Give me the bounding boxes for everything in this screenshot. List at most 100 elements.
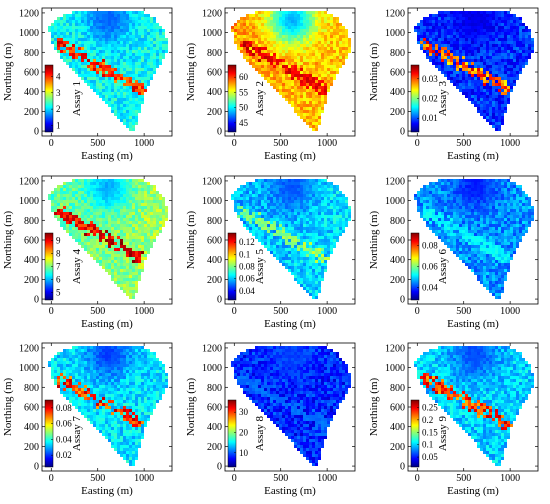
colorbar-tick-label: 0.02 <box>422 94 438 104</box>
y-tick-label: 400 <box>24 87 39 98</box>
x-tick-label: 500 <box>90 138 105 149</box>
x-tick-label: 500 <box>90 306 105 317</box>
y-tick-label: 1200 <box>19 176 39 187</box>
y-tick-label: 800 <box>390 216 405 227</box>
y-axis-label: Northing (m) <box>185 42 197 101</box>
x-axis-label: Easting (m) <box>447 318 499 330</box>
y-tick-label: 1200 <box>19 8 39 19</box>
y-tick-label: 0 <box>217 462 222 473</box>
colorbar-tick-label: 5 <box>56 287 61 297</box>
y-tick-label: 400 <box>390 87 405 98</box>
heatmap-field <box>48 179 168 299</box>
y-tick-label: 800 <box>390 48 405 59</box>
y-tick-label: 800 <box>24 216 39 227</box>
y-tick-label: 0 <box>34 127 39 138</box>
y-tick-label: 0 <box>34 462 39 473</box>
colorbar-tick-label: 0.08 <box>56 403 72 413</box>
heatmap-field <box>414 346 534 466</box>
y-tick-label: 1000 <box>385 363 405 374</box>
colorbar-tick-label: 0.04 <box>239 286 255 296</box>
x-axis-label: Easting (m) <box>81 485 133 497</box>
colorbar-tick-label: 0.02 <box>56 450 72 460</box>
colorbar-tick-label: 0.06 <box>422 262 438 272</box>
x-tick-label: 1000 <box>500 138 520 149</box>
x-tick-label: 500 <box>456 306 471 317</box>
x-tick-label: 0 <box>415 473 420 484</box>
colorbar-tick-label: 60 <box>239 72 249 82</box>
x-tick-label: 0 <box>415 138 420 149</box>
y-tick-label: 200 <box>24 107 39 118</box>
y-axis-label: Northing (m) <box>185 377 197 436</box>
x-tick-label: 500 <box>90 473 105 484</box>
assay-panel-3: 0 500 1000 0 200 400 600 800 1000 1200 Easting (m)… <box>368 7 539 162</box>
y-tick-label: 400 <box>207 87 222 98</box>
assay-panel-5: 0 500 1000 0 200 400 600 800 1000 1200 Easting (m)… <box>185 175 356 330</box>
y-tick-label: 0 <box>400 127 405 138</box>
x-tick-label: 0 <box>415 306 420 317</box>
heatmap-field <box>231 179 351 299</box>
x-tick-label: 500 <box>456 138 471 149</box>
y-tick-label: 400 <box>207 255 222 266</box>
y-tick-label: 600 <box>390 236 405 247</box>
heatmap-field <box>414 179 534 299</box>
x-tick-label: 0 <box>49 138 54 149</box>
colorbar-tick-label: 2 <box>56 104 61 114</box>
y-tick-label: 200 <box>390 442 405 453</box>
colorbar-tick-label: 8 <box>56 249 61 259</box>
colorbar-tick-label: 0.04 <box>56 434 72 444</box>
y-tick-label: 600 <box>207 236 222 247</box>
x-tick-label: 1000 <box>317 138 337 149</box>
y-axis-label: Northing (m) <box>185 210 197 269</box>
x-tick-label: 500 <box>273 138 288 149</box>
y-axis-label: Northing (m) <box>368 42 380 101</box>
y-tick-label: 400 <box>24 255 39 266</box>
y-tick-label: 400 <box>207 422 222 433</box>
y-tick-label: 1000 <box>19 363 39 374</box>
colorbar-tick-label: 0.25 <box>422 402 438 412</box>
y-tick-label: 600 <box>390 68 405 79</box>
colorbar-tick-label: 1 <box>56 120 61 130</box>
assay-panel-9: 0 500 1000 0 200 400 600 800 1000 1200 Easting (m)… <box>368 342 539 497</box>
colorbar-label: Assay 3 <box>437 80 449 116</box>
y-tick-label: 0 <box>217 295 222 306</box>
y-tick-label: 600 <box>24 403 39 414</box>
x-tick-label: 0 <box>232 306 237 317</box>
y-tick-label: 800 <box>390 383 405 394</box>
y-axis-label: Northing (m) <box>368 210 380 269</box>
y-tick-label: 1000 <box>202 363 222 374</box>
colorbar-label: Assay 7 <box>71 415 83 451</box>
colorbar-label: Assay 4 <box>71 248 83 284</box>
colorbar-tick-label: 50 <box>239 103 249 113</box>
colorbar-tick-label: 6 <box>56 274 61 284</box>
assay-panel-4: 0 500 1000 0 200 400 600 800 1000 1200 Easting (m)… <box>2 175 173 330</box>
colorbar-tick-label: 10 <box>239 448 249 458</box>
colorbar <box>227 399 237 468</box>
colorbar-label: Assay 6 <box>437 248 449 284</box>
colorbar-tick-label: 0.01 <box>422 113 438 123</box>
y-tick-label: 1200 <box>19 343 39 354</box>
x-tick-label: 500 <box>273 473 288 484</box>
y-tick-label: 400 <box>24 422 39 433</box>
heatmap-field <box>231 11 351 131</box>
colorbar-tick-label: 7 <box>56 262 61 272</box>
x-tick-label: 1000 <box>500 473 520 484</box>
heatmap-field <box>48 11 168 131</box>
assay-panel-2: 0 500 1000 0 200 400 600 800 1000 1200 Easting (m)… <box>185 7 356 162</box>
assay-panel-6: 0 500 1000 0 200 400 600 800 1000 1200 Easting (m)… <box>368 175 539 330</box>
x-tick-label: 1000 <box>134 138 154 149</box>
y-axis-label: Northing (m) <box>2 210 14 269</box>
heatmap-field <box>231 346 351 466</box>
x-axis-label: Easting (m) <box>447 485 499 497</box>
colorbar-tick-label: 55 <box>239 87 249 97</box>
colorbar-label: Assay 9 <box>437 415 449 451</box>
y-tick-label: 1000 <box>19 196 39 207</box>
colorbar <box>44 399 54 468</box>
y-tick-label: 600 <box>390 403 405 414</box>
assay-panel-8: 0 500 1000 0 200 400 600 800 1000 1200 Easting (m)… <box>185 342 356 497</box>
x-axis-label: Easting (m) <box>264 150 316 162</box>
colorbar-tick-label: 0.1 <box>422 440 433 450</box>
x-tick-label: 1000 <box>317 306 337 317</box>
x-tick-label: 0 <box>49 306 54 317</box>
y-tick-label: 0 <box>400 462 405 473</box>
colorbar-label: Assay 1 <box>71 81 83 116</box>
